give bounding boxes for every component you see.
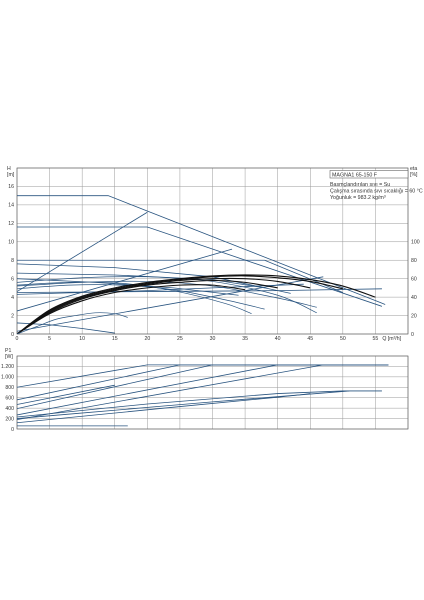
- power-curves: [17, 364, 389, 427]
- power-curve: [17, 364, 389, 416]
- control-curve: [17, 211, 148, 292]
- y-tick-label: 10: [8, 240, 14, 246]
- power-axis-title: P1: [5, 348, 11, 354]
- y2-tick-label: 100: [411, 240, 420, 246]
- x-tick-label: 0: [16, 336, 19, 342]
- y-tick-label: 14: [8, 203, 14, 209]
- y-tick-label: 12: [8, 221, 14, 227]
- head-curves: [17, 195, 386, 334]
- y-tick-label: 4: [11, 295, 14, 301]
- y2-tick-label: 40: [411, 295, 417, 301]
- power-curve: [17, 384, 115, 405]
- x-tick-label: Q [m³/h]: [382, 336, 401, 342]
- power-plot: 0 200 400 600 800 1.000 1.200 P1[W]: [1, 348, 409, 433]
- power-curve: [17, 393, 311, 424]
- x-tick-label: 30: [210, 336, 216, 342]
- info-line-temperature: Çalışma sırasında sıvı sıcaklığı = 60 °C: [330, 189, 423, 195]
- y2-tick-label: 60: [411, 276, 417, 282]
- power-curve: [17, 390, 382, 418]
- power-y-tick-label: 0: [11, 427, 14, 433]
- power-y-tick-label: 600: [5, 396, 14, 402]
- control-curve: [17, 276, 324, 332]
- model-label: MAGNA1 65-150 F: [332, 172, 378, 178]
- y2-axis-unit: [%]: [410, 172, 418, 178]
- power-y-tick-label: 1.000: [1, 375, 14, 381]
- power-curve: [17, 390, 350, 419]
- efficiency-curve: [17, 277, 311, 334]
- power-y-tick-label: 200: [5, 416, 14, 422]
- power-y-tick-label: 800: [5, 385, 14, 391]
- y-tick-label: 6: [11, 276, 14, 282]
- efficiency-curve: [17, 279, 278, 334]
- y-tick-label: 8: [11, 258, 14, 264]
- info-line-density: Yoğunluk = 983.2 kg/m³: [330, 195, 386, 201]
- efficiency-curve: [17, 274, 376, 334]
- power-y-tick-label: 400: [5, 406, 14, 412]
- head-plot: 0 2 4 6 8 10 12 14 16 0 20 40 60 80 100 0 5 10 15 20 25 30 35 4…: [7, 166, 420, 342]
- x-tick-label: 55: [373, 336, 379, 342]
- head-curve: [17, 263, 291, 294]
- x-tick-label: 20: [144, 336, 150, 342]
- y-tick-label: 16: [8, 184, 14, 190]
- x-tick-label: 40: [275, 336, 281, 342]
- x-tick-label: 45: [307, 336, 313, 342]
- power-curve: [17, 364, 389, 388]
- info-block: MAGNA1 65-150 F Basmçlandırılan sıvı = S…: [329, 170, 423, 201]
- head-falling-curve: [17, 276, 317, 314]
- y2-tick-label: 80: [411, 258, 417, 264]
- y-axis-unit: [m]: [7, 172, 15, 178]
- efficiency-curve: [17, 312, 128, 334]
- x-tick-label: 15: [112, 336, 118, 342]
- power-y-tick-label: 1.200: [1, 364, 14, 370]
- x-tick-label: 35: [242, 336, 248, 342]
- head-falling-curve: [17, 284, 265, 310]
- head-plot-frame: [16, 167, 409, 335]
- head-falling-curve: [17, 281, 252, 315]
- y2-axis-title: eta: [410, 166, 417, 172]
- model-box: [329, 170, 409, 179]
- power-curve: [17, 364, 324, 421]
- y2-tick-label: 20: [411, 313, 417, 319]
- y-tick-label: 0: [11, 332, 14, 338]
- y2-tick-label: 0: [411, 332, 414, 338]
- power-axis-unit: [W]: [5, 354, 13, 360]
- x-tick-label: 50: [340, 336, 346, 342]
- x-tick-label: 25: [177, 336, 183, 342]
- control-curve: [17, 248, 233, 312]
- power-plot-frame: [16, 355, 409, 430]
- power-curve: [17, 364, 389, 401]
- y-axis-title: H: [7, 166, 11, 172]
- info-line-fluid: Basmçlandırılan sıvı = Su: [330, 182, 390, 188]
- efficiency-curve: [17, 275, 343, 334]
- head-curve: [17, 259, 343, 293]
- efficiency-curve: [17, 284, 246, 334]
- x-tick-label: 5: [48, 336, 51, 342]
- x-tick-label: 10: [79, 336, 85, 342]
- head-curve: [17, 195, 386, 305]
- y-tick-label: 2: [11, 313, 14, 319]
